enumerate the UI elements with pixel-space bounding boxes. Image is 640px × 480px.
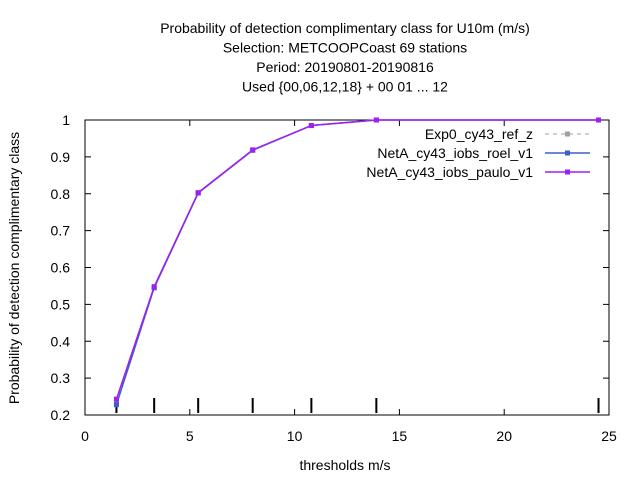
legend-swatch-marker [565,150,570,156]
x-tick-label: 15 [392,428,408,444]
y-axis-label: Probability of detection complimentary c… [6,132,22,404]
y-tick-label: 0.5 [51,296,71,312]
legend-entry-label: NetA_cy43_iobs_roel_v1 [377,145,533,161]
y-tick-label: 0.3 [51,370,71,386]
y-axis: 0.2 0.3 0.4 0.5 0.6 0.7 0.8 0.9 1 [51,112,609,423]
data-point [250,147,256,153]
y-tick-label: 0.4 [51,333,71,349]
legend-entry-label: NetA_cy43_iobs_paulo_v1 [366,164,533,180]
series-line [115,119,599,405]
y-tick-label: 0.6 [51,260,71,276]
data-point [113,402,119,408]
y-tick-label: 0.2 [51,407,71,423]
legend-swatch-marker [565,169,570,175]
series-line [115,119,599,400]
y-tick-label: 0.7 [51,223,71,239]
data-point [151,284,157,290]
series-line [115,119,599,403]
x-axis: 0 5 10 15 20 25 [81,120,617,444]
y-tick-label: 0.8 [51,186,71,202]
y-tick-label: 1 [62,112,70,128]
x-tick-label: 20 [496,428,512,444]
legend: Exp0_cy43_ref_z NetA_cy43_iobs_roel_v1 Net… [366,126,590,180]
x-tick-label: 5 [186,428,194,444]
x-tick-label: 10 [287,428,303,444]
title-line: Probability of detection complimentary c… [160,20,530,36]
threshold-marks [115,398,600,413]
data-point [195,190,201,196]
chart-title: Probability of detection complimentary c… [160,20,530,95]
y-tick-label: 0.9 [51,149,71,165]
x-tick-label: 25 [601,428,617,444]
data-point [113,396,119,402]
title-line: Used {00,06,12,18} + 00 01 ... 12 [242,79,448,95]
series-group [113,117,602,408]
data-point [308,123,314,129]
data-point [596,117,602,123]
title-line: Selection: METCOOPCoast 69 stations [223,40,467,56]
legend-entry-label: Exp0_cy43_ref_z [425,126,533,142]
data-point [113,399,119,405]
data-point [373,117,379,123]
title-line: Period: 20190801-20190816 [256,59,434,75]
x-tick-label: 0 [81,428,89,444]
legend-swatch-marker [565,131,570,137]
x-axis-label: thresholds m/s [299,457,390,473]
